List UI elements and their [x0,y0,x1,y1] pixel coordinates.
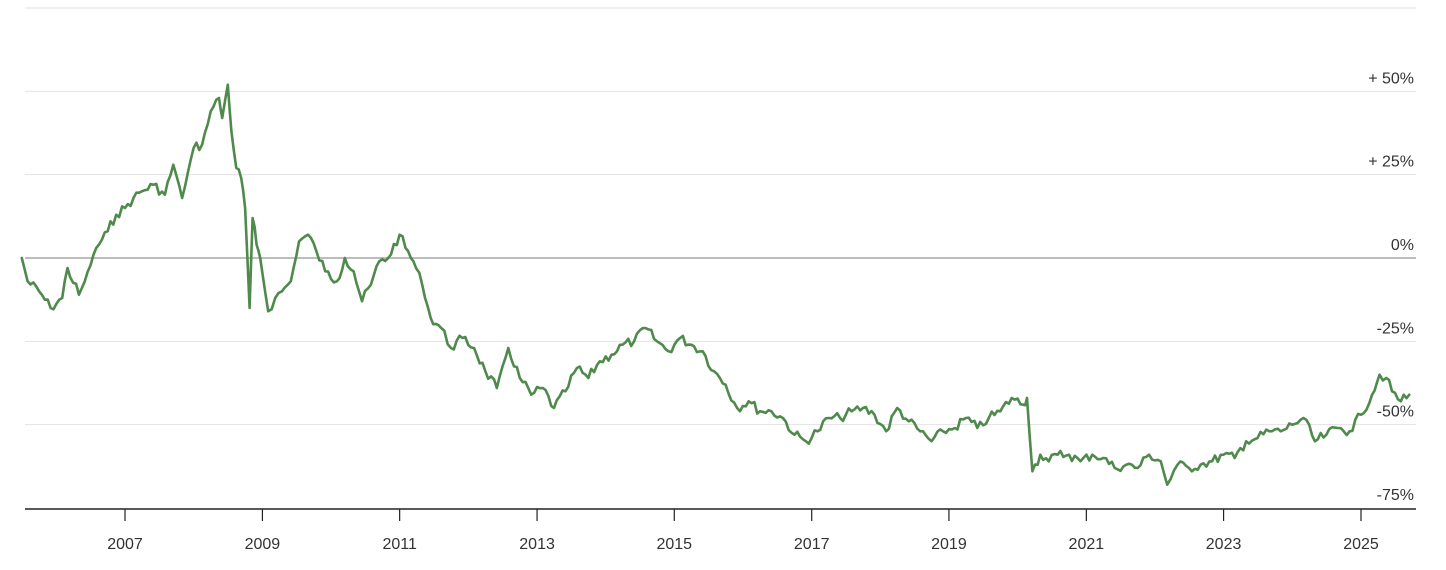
y-tick-label: -75% [1377,487,1414,504]
y-tick-label: + 25% [1368,154,1414,171]
x-tick-label: 2007 [107,536,143,553]
x-tick-label: 2009 [245,536,281,553]
x-tick-label: 2025 [1343,536,1379,553]
x-tick-label: 2013 [519,536,555,553]
y-tick-label: -25% [1377,320,1414,337]
x-ticks: 2007 2009 2011 2013 2015 2017 2019 2021 2023 2025 [107,509,1379,553]
series-layer [20,83,1411,486]
x-tick-label: 2023 [1206,536,1242,553]
y-tick-label: + 50% [1368,70,1414,87]
x-tick-label: 2011 [382,536,417,553]
y-tick-label: -50% [1377,404,1414,421]
y-tick-label: 0% [1391,237,1414,254]
x-tick-label: 2017 [794,536,830,553]
x-tick-label: 2021 [1069,536,1105,553]
y-tick-labels: + 50% + 25% 0% -25% -50% -75% [1368,70,1414,504]
x-tick-label: 2015 [656,536,692,553]
gridlines [25,90,1416,426]
x-tick-label: 2019 [931,536,967,553]
price-change-line [20,83,1411,486]
